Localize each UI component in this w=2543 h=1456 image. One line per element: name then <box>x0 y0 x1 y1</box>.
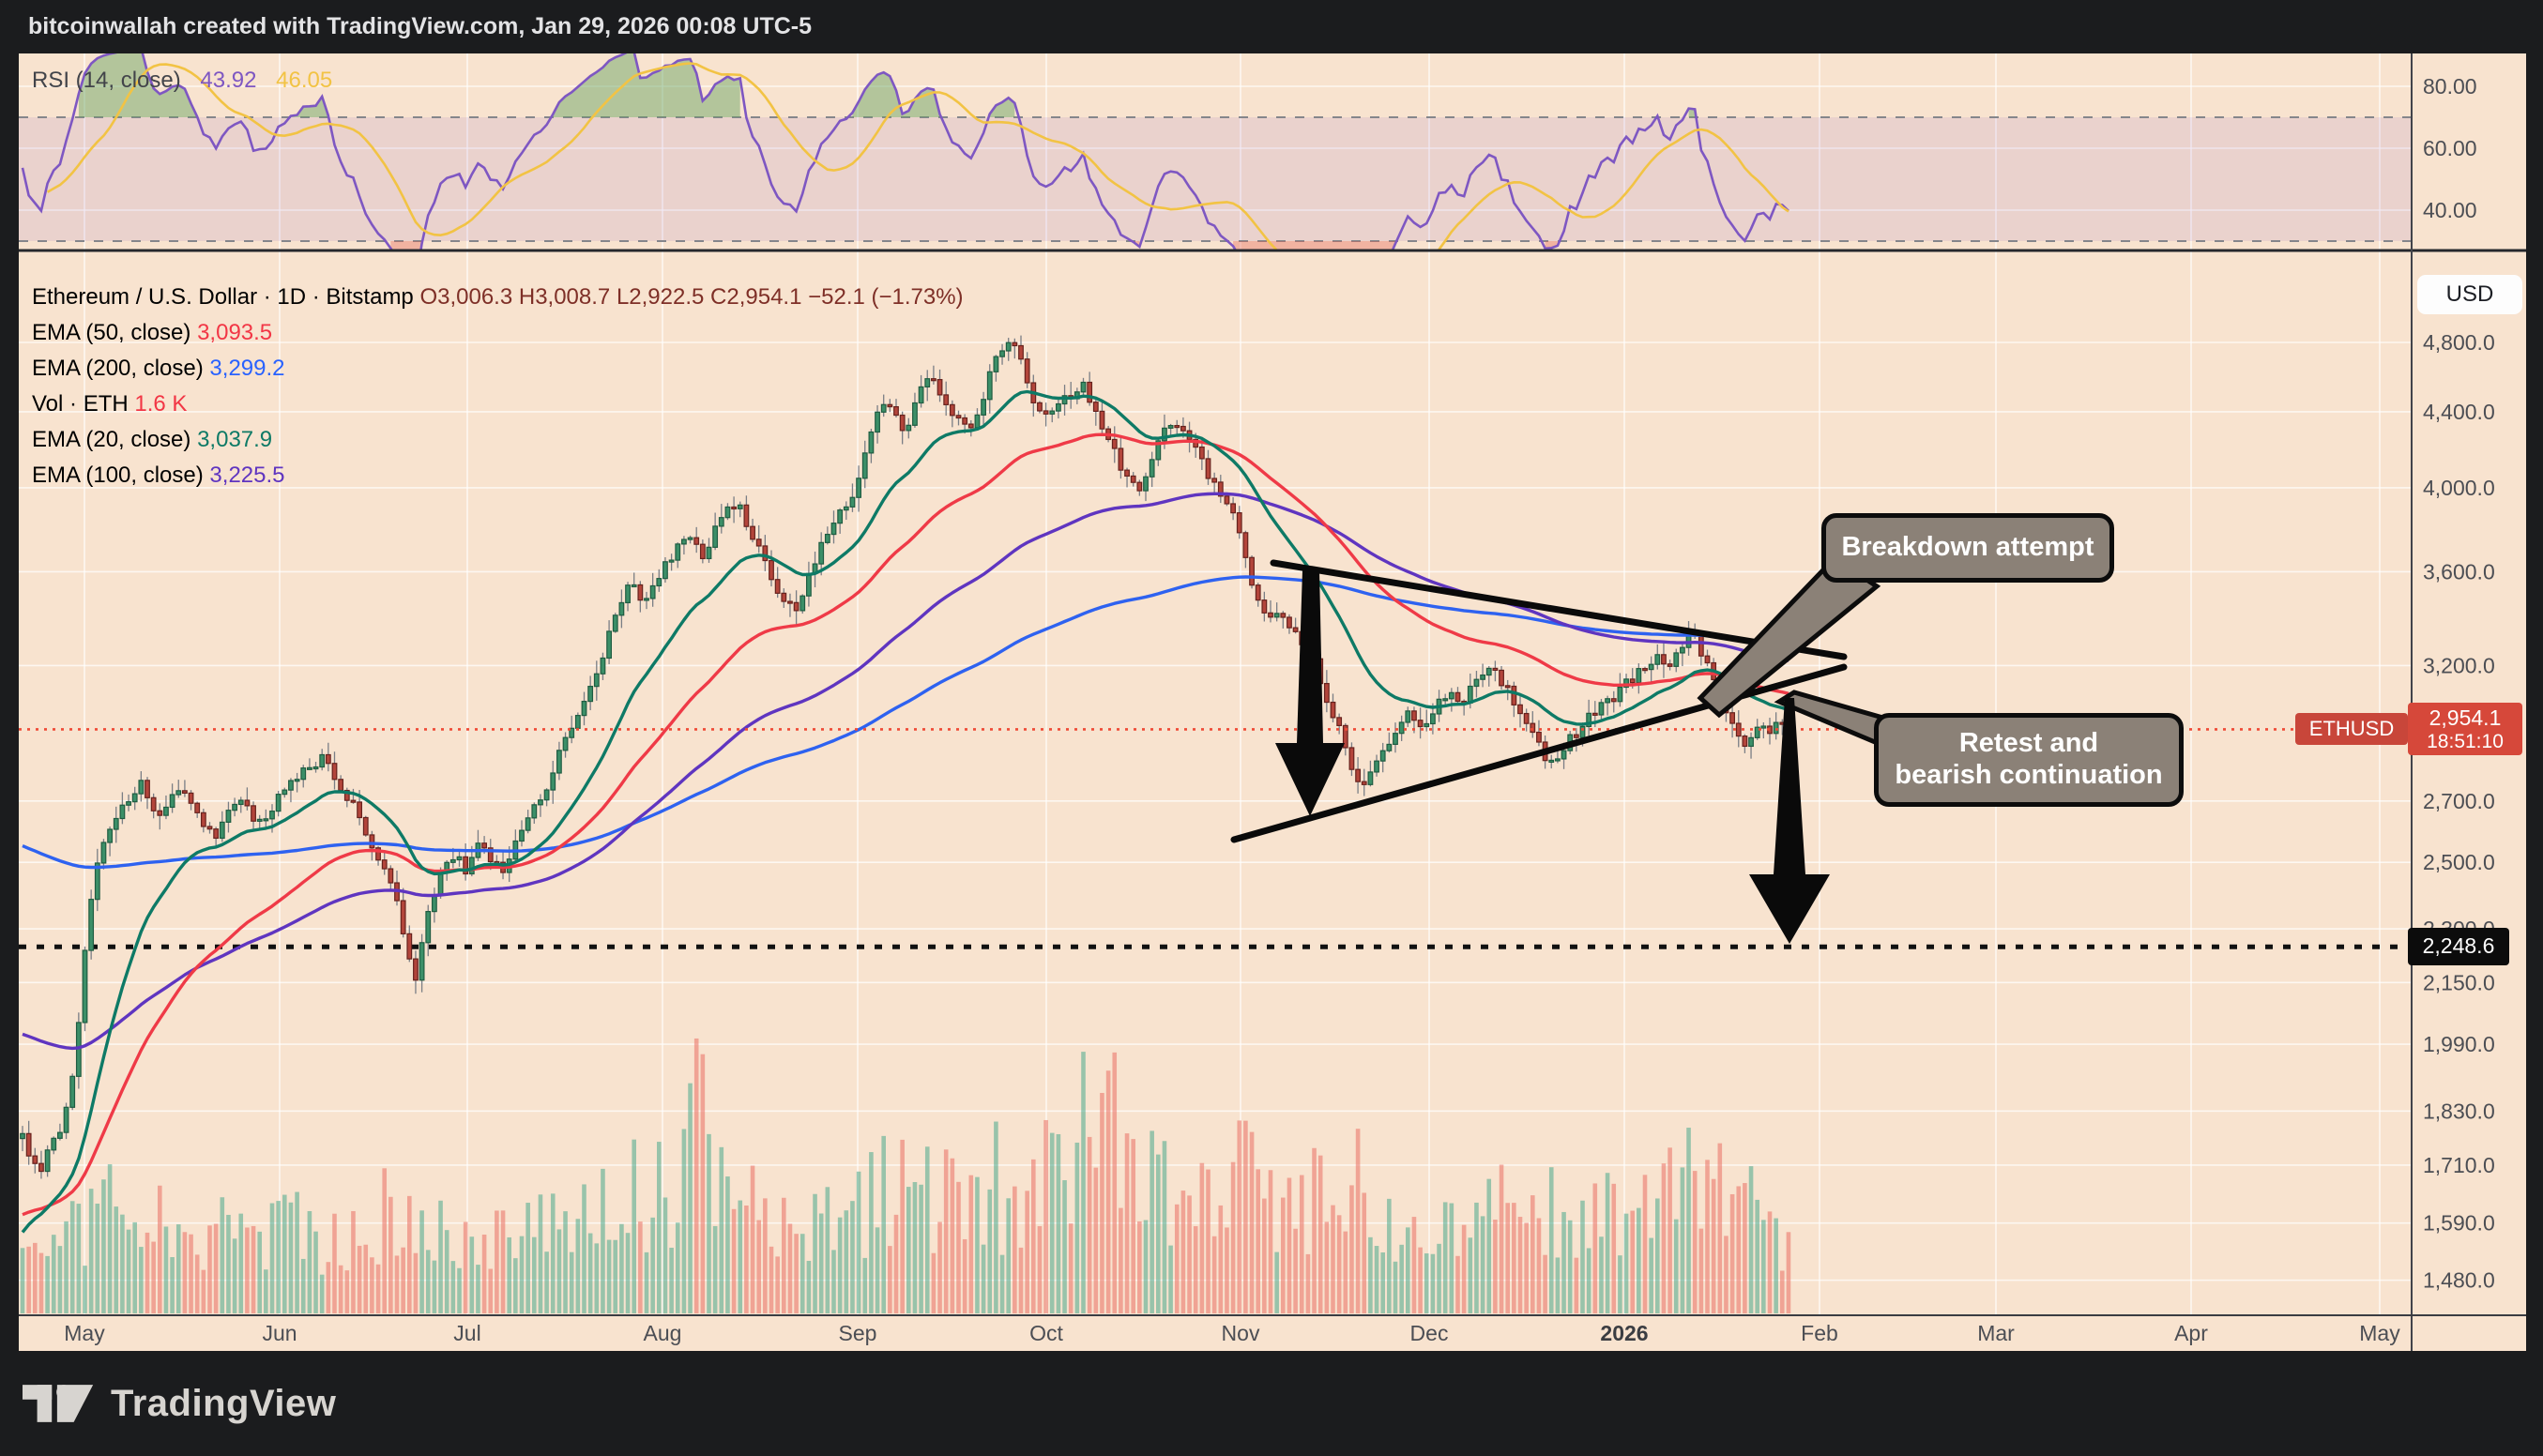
svg-text:1,590.0: 1,590.0 <box>2423 1211 2495 1236</box>
chart-background <box>19 53 2526 1351</box>
footer-bar: TradingView <box>0 1351 2543 1456</box>
bar-countdown: 18:51:10 <box>2427 730 2504 752</box>
attribution-bar: bitcoinwallah created with TradingView.c… <box>0 0 2543 53</box>
currency-label: USD <box>2445 281 2494 307</box>
rsi-value: 43.92 <box>200 68 257 93</box>
indicator-row-ema20: EMA (20, close) 3,037.9 <box>32 427 272 453</box>
svg-text:Dec: Dec <box>1410 1321 1449 1345</box>
callout-text: bearish continuation <box>1895 760 2163 790</box>
indicator-value: 3,299.2 <box>209 356 285 381</box>
support-level-value: 2,248.6 <box>2422 933 2495 959</box>
callout-text: Breakdown attempt <box>1841 532 2094 563</box>
svg-text:1,830.0: 1,830.0 <box>2423 1099 2495 1123</box>
svg-text:3,200.0: 3,200.0 <box>2423 653 2495 677</box>
symbol-badge-label: ETHUSD <box>2308 717 2395 741</box>
symbol-title: Ethereum / U.S. Dollar · 1D · Bitstamp <box>32 284 414 310</box>
drawing-annotations[interactable] <box>1230 554 1889 944</box>
rsi-ma-line <box>46 62 1789 250</box>
indicator-value: 3,037.9 <box>197 427 273 452</box>
svg-text:1,990.0: 1,990.0 <box>2423 1032 2495 1056</box>
indicator-label: EMA (50, close) <box>32 320 191 345</box>
volume-bars <box>20 1038 1791 1313</box>
svg-text:Jul: Jul <box>453 1321 480 1345</box>
support-level-badge: 2,248.6 <box>2408 928 2509 966</box>
attribution-text: bitcoinwallah created with TradingView.c… <box>28 13 813 39</box>
gridlines <box>19 53 2412 1315</box>
svg-text:1,480.0: 1,480.0 <box>2423 1268 2495 1293</box>
svg-text:2,500.0: 2,500.0 <box>2423 850 2495 874</box>
svg-text:Nov: Nov <box>1222 1321 1260 1345</box>
indicator-label: EMA (20, close) <box>32 427 191 452</box>
tradingview-wordmark[interactable]: TradingView <box>111 1382 337 1424</box>
axis-labels: 4,800.0 4,400.0 4,000.0 3,600.0 3,200.0 2,700… <box>64 74 2494 1345</box>
svg-text:Oct: Oct <box>1029 1321 1063 1345</box>
svg-text:80.00: 80.00 <box>2423 74 2477 99</box>
svg-text:Sep: Sep <box>839 1321 877 1345</box>
rsi-plot <box>21 53 1789 250</box>
svg-text:3,600.0: 3,600.0 <box>2423 559 2495 584</box>
svg-text:4,400.0: 4,400.0 <box>2423 400 2495 424</box>
rsi-legend: RSI (14, close) 43.92 46.05 <box>32 68 332 94</box>
callout-breakdown-attempt[interactable]: Breakdown attempt <box>1821 513 2114 583</box>
svg-text:Apr: Apr <box>2174 1321 2208 1345</box>
svg-text:60.00: 60.00 <box>2423 136 2477 160</box>
indicator-row-ema100: EMA (100, close) 3,225.5 <box>32 463 285 489</box>
svg-text:Feb: Feb <box>1801 1321 1838 1345</box>
svg-text:May: May <box>64 1321 105 1345</box>
tradingview-logo-icon[interactable] <box>23 1379 96 1428</box>
ema-100-line <box>22 492 1789 1051</box>
ema-50-line <box>22 432 1789 1217</box>
ohlc-values: O3,006.3 H3,008.7 L2,922.5 C2,954.1 −52.… <box>419 284 964 310</box>
descending-resistance <box>1270 559 1848 660</box>
symbol-price-line-badge: ETHUSD <box>2295 713 2408 746</box>
breakdown-arrow <box>1275 570 1345 816</box>
callout-text: Retest and <box>1958 728 2099 759</box>
svg-text:Jun: Jun <box>262 1321 297 1345</box>
svg-text:40.00: 40.00 <box>2423 198 2477 222</box>
svg-text:2,700.0: 2,700.0 <box>2423 789 2495 813</box>
svg-text:2,150.0: 2,150.0 <box>2423 970 2495 994</box>
rsi-band <box>19 117 2412 241</box>
rsi-line <box>21 53 1789 250</box>
svg-text:1,710.0: 1,710.0 <box>2423 1153 2495 1177</box>
svg-text:May: May <box>2359 1321 2400 1345</box>
ema-20-line <box>21 389 1789 1234</box>
indicator-label: EMA (200, close) <box>32 356 204 381</box>
indicator-label: Vol · ETH <box>32 391 129 417</box>
symbol-title-row: Ethereum / U.S. Dollar · 1D · Bitstamp O… <box>32 284 964 311</box>
currency-toggle-button[interactable]: USD <box>2417 275 2522 314</box>
candles <box>20 335 1791 1179</box>
ema-200-line <box>22 575 1789 870</box>
indicator-row-ema200: EMA (200, close) 3,299.2 <box>32 356 285 382</box>
svg-text:4,000.0: 4,000.0 <box>2423 476 2495 500</box>
current-price-value: 2,954.1 <box>2429 705 2502 730</box>
indicator-label: EMA (100, close) <box>32 463 204 488</box>
svg-text:4,800.0: 4,800.0 <box>2423 330 2495 355</box>
indicator-value: 3,093.5 <box>197 320 273 345</box>
indicator-row-volume: Vol · ETH 1.6 K <box>32 391 187 417</box>
svg-text:Aug: Aug <box>644 1321 682 1345</box>
indicator-value: 1.6 K <box>134 391 188 417</box>
indicator-value: 3,225.5 <box>209 463 285 488</box>
callout-retest-continuation[interactable]: Retest and bearish continuation <box>1874 713 2184 807</box>
indicator-row-ema50: EMA (50, close) 3,093.5 <box>32 320 272 346</box>
continuation-arrow <box>1749 698 1830 944</box>
ema-lines <box>21 389 1789 1234</box>
svg-text:Mar: Mar <box>1977 1321 2015 1345</box>
current-price-badge: 2,954.1 18:51:10 <box>2408 703 2522 756</box>
rsi-ma-value: 46.05 <box>276 68 333 93</box>
svg-text:2026: 2026 <box>1600 1321 1648 1345</box>
rsi-legend-label: RSI (14, close) <box>32 68 181 93</box>
